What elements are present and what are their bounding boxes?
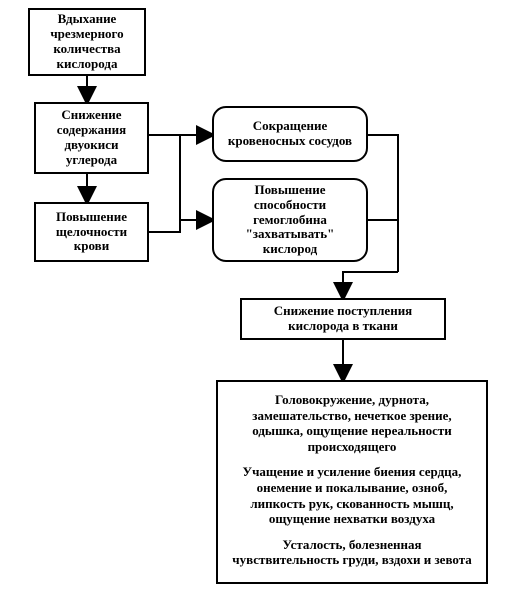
node-label: Повышение способности гемоглобина "захва… xyxy=(222,183,358,258)
node-symptoms: Головокружение, дурнота, замешательство,… xyxy=(216,380,488,584)
node-tissue-oxygen-decrease: Снижение поступления кислорода в ткани xyxy=(240,298,446,340)
node-co2-decrease: Снижение содержания двуокиси углерода xyxy=(34,102,149,174)
symptoms-group-3: Усталость, болезненная чувствительность … xyxy=(232,537,472,568)
symptoms-group-2: Учащение и усиление биения сердца, онеме… xyxy=(232,464,472,526)
node-vasoconstriction: Сокращение кровеносных сосудов xyxy=(212,106,368,162)
symptoms-group-1: Головокружение, дурнота, замешательство,… xyxy=(232,392,472,454)
node-inhalation: Вдыхание чрезмерного количества кислород… xyxy=(28,8,146,76)
node-hemoglobin-affinity: Повышение способности гемоглобина "захва… xyxy=(212,178,368,262)
node-label: Снижение содержания двуокиси углерода xyxy=(44,108,139,168)
node-label: Сокращение кровеносных сосудов xyxy=(222,119,358,149)
node-label: Снижение поступления кислорода в ткани xyxy=(250,304,436,334)
node-alkalinity: Повышение щелочности крови xyxy=(34,202,149,262)
node-label: Повышение щелочности крови xyxy=(44,210,139,255)
node-label: Вдыхание чрезмерного количества кислород… xyxy=(38,12,136,72)
